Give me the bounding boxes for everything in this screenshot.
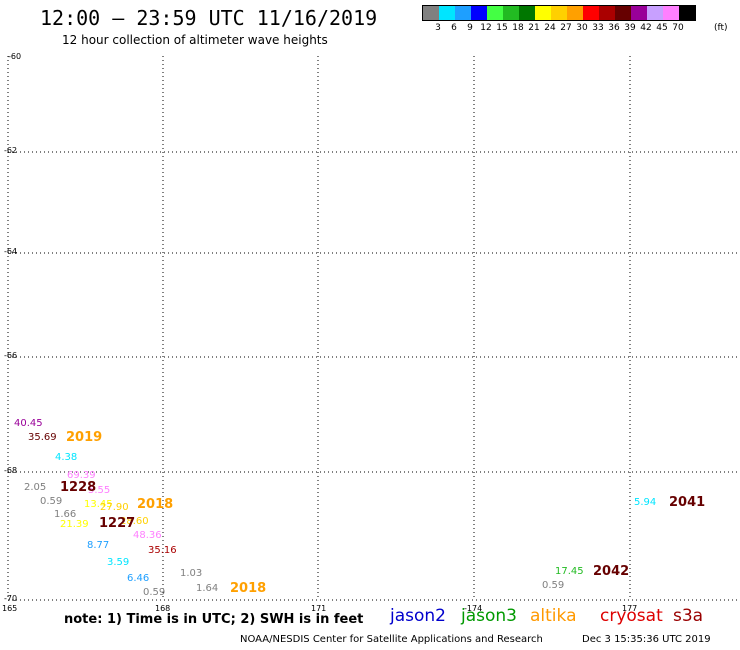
legend-unit: (ft) — [714, 23, 728, 33]
wave-height-point: 5.55 — [88, 485, 111, 496]
wave-height-point: 28.60 — [120, 516, 149, 527]
legend-label: 12 — [480, 23, 492, 33]
wave-height-point: 35.16 — [148, 545, 177, 556]
legend-label: 30 — [576, 23, 588, 33]
legend-swatch — [503, 6, 519, 20]
legend-swatch — [455, 6, 471, 20]
legend-swatch — [679, 6, 695, 20]
lat-label: -66 — [4, 351, 18, 360]
legend-swatch — [551, 6, 567, 20]
wave-height-point: 17.45 — [555, 566, 584, 577]
legend-label: 39 — [624, 23, 636, 33]
wave-height-point: 1.64 — [196, 583, 219, 594]
satellite-altika: altika — [530, 606, 577, 626]
legend-swatch — [535, 6, 551, 20]
legend-label: 3 — [435, 23, 441, 33]
legend-swatch — [631, 6, 647, 20]
legend-swatch — [487, 6, 503, 20]
legend-label: 33 — [592, 23, 604, 33]
satellite-jason2: jason2 — [390, 606, 446, 626]
legend-swatch — [615, 6, 631, 20]
legend-label: 27 — [560, 23, 572, 33]
track-time-label: 1228 — [60, 480, 97, 495]
wave-height-point: 4.38 — [55, 452, 78, 463]
wave-height-point: 0.59 — [143, 587, 166, 598]
lon-label: -174 — [464, 604, 483, 613]
wave-height-point: 69.39 — [67, 470, 96, 481]
legend-label: 70 — [672, 23, 684, 33]
wave-height-point: 13.45 — [84, 499, 113, 510]
wave-height-point: 6.46 — [127, 573, 150, 584]
legend-label: 9 — [467, 23, 473, 33]
legend-label: 21 — [528, 23, 540, 33]
wave-height-point: 8.77 — [87, 540, 110, 551]
track-time-label: 1227 — [99, 516, 136, 531]
wave-height-point: 21.39 — [60, 519, 89, 530]
legend-labels: 3 6 9 12 15 18 21 24 27 30 33 36 39 42 4… — [422, 21, 727, 35]
track-time-label: 2019 — [66, 430, 103, 445]
lat-label: -68 — [4, 466, 18, 475]
footer-note: note: 1) Time is in UTC; 2) SWH is in fe… — [64, 612, 364, 627]
wave-height-point: 5.94 — [634, 497, 657, 508]
satellite-jason3: jason3 — [461, 606, 517, 626]
legend-swatch — [471, 6, 487, 20]
track-time-label: 2041 — [669, 495, 706, 510]
legend-swatch — [647, 6, 663, 20]
wave-height-point: 0.59 — [542, 580, 565, 591]
wave-height-point: 40.45 — [14, 418, 43, 429]
legend-swatch — [663, 6, 679, 20]
legend-swatch — [423, 6, 439, 20]
legend-label: 36 — [608, 23, 620, 33]
lat-label: -62 — [4, 146, 18, 155]
track-time-label: 2042 — [593, 564, 630, 579]
wave-height-point: 2.05 — [24, 482, 47, 493]
track-time-label: 2018 — [230, 581, 267, 596]
wave-height-point: 27.90 — [100, 502, 129, 513]
satellite-s3a: s3a — [673, 606, 704, 626]
legend-label: 18 — [512, 23, 524, 33]
footer-credit: NOAA/NESDIS Center for Satellite Applica… — [240, 634, 543, 645]
legend-swatch — [439, 6, 455, 20]
lat-label: -64 — [4, 247, 18, 256]
legend-label: 6 — [451, 23, 457, 33]
wave-height-point: 48.36 — [133, 530, 162, 541]
legend-swatch — [599, 6, 615, 20]
lat-label: -60 — [8, 52, 22, 61]
wave-height-legend: 3 6 9 12 15 18 21 24 27 30 33 36 39 42 4… — [422, 5, 728, 35]
legend-label: 42 — [640, 23, 652, 33]
legend-label: 24 — [544, 23, 556, 33]
wave-height-point: 3.59 — [107, 557, 130, 568]
lon-label: 171 — [311, 604, 327, 613]
lon-label: 177 — [622, 604, 638, 613]
satellite-cryosat: cryosat — [600, 606, 663, 626]
legend-label: 45 — [656, 23, 668, 33]
lon-label: 168 — [155, 604, 171, 613]
wave-height-point: 1.66 — [54, 509, 77, 520]
page-title: 12:00 – 23:59 UTC 11/16/2019 — [40, 6, 378, 30]
lat-label: -70 — [4, 594, 18, 603]
wave-height-point: 0.59 — [40, 496, 63, 507]
wave-height-point: 1.03 — [180, 568, 203, 579]
track-time-label: 2018 — [137, 497, 174, 512]
legend-swatch — [567, 6, 583, 20]
legend-label: 15 — [496, 23, 508, 33]
wave-height-point: 35.69 — [28, 432, 57, 443]
legend-swatch — [519, 6, 535, 20]
page-subtitle: 12 hour collection of altimeter wave hei… — [62, 33, 328, 47]
legend-swatches — [422, 5, 696, 21]
lon-label: 165 — [2, 604, 18, 613]
footer-timestamp: Dec 3 15:35:36 UTC 2019 — [582, 634, 711, 645]
legend-swatch — [583, 6, 599, 20]
